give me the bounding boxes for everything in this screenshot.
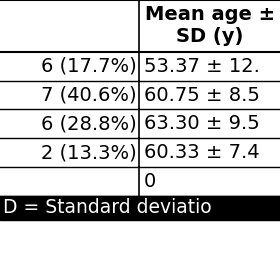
Text: 6 (28.8%): 6 (28.8%) <box>41 115 137 133</box>
Text: 60.75 ± 8.5: 60.75 ± 8.5 <box>143 86 259 104</box>
Text: 60.33 ± 7.4: 60.33 ± 7.4 <box>143 143 259 162</box>
Text: 53.37 ± 12.: 53.37 ± 12. <box>143 57 259 76</box>
Text: 63.30 ± 9.5: 63.30 ± 9.5 <box>143 115 259 133</box>
Text: 6 (17.7%): 6 (17.7%) <box>41 57 137 76</box>
Text: 7 (40.6%): 7 (40.6%) <box>41 86 137 104</box>
Text: Mean age ±
SD (y): Mean age ± SD (y) <box>144 5 275 46</box>
Text: D = Standard deviatio: D = Standard deviatio <box>3 199 211 217</box>
Text: 2 (13.3%): 2 (13.3%) <box>41 143 137 162</box>
Text: 0: 0 <box>143 172 156 191</box>
Bar <box>0 196 280 220</box>
